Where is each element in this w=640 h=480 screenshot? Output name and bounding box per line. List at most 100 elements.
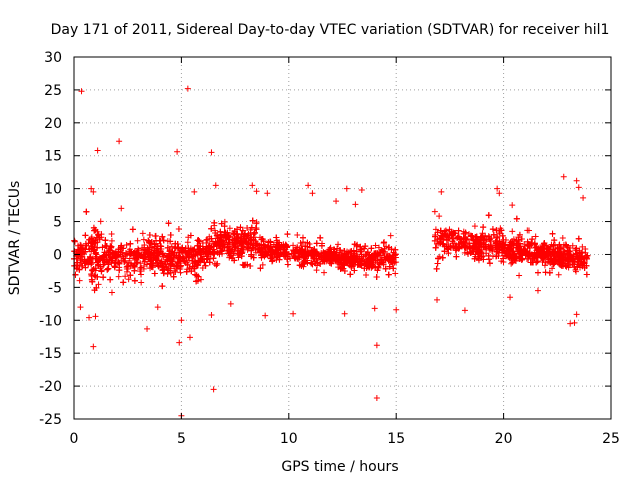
data-point (496, 238, 503, 245)
data-point (438, 188, 445, 195)
data-point (315, 253, 322, 260)
data-point (360, 253, 367, 260)
data-point (108, 231, 115, 238)
data-point (77, 241, 84, 248)
data-point (254, 241, 261, 248)
data-point (546, 246, 553, 253)
data-point (167, 231, 174, 238)
data-point (126, 255, 133, 262)
data-point (335, 241, 342, 248)
data-point (203, 256, 210, 263)
data-point (193, 278, 200, 285)
data-point (513, 215, 520, 222)
data-point (534, 287, 541, 294)
data-point (155, 263, 162, 270)
data-point (244, 244, 251, 251)
data-point (436, 213, 443, 220)
data-point (228, 248, 235, 255)
data-point (89, 278, 96, 285)
data-point (237, 224, 244, 231)
data-point (495, 249, 502, 256)
data-point (231, 228, 238, 235)
data-point (482, 243, 489, 250)
data-point (88, 239, 95, 246)
data-point (276, 239, 283, 246)
data-point (87, 254, 94, 261)
data-point (570, 253, 577, 260)
data-point (343, 258, 350, 265)
data-point (580, 194, 587, 201)
data-point (74, 262, 81, 269)
data-point (206, 240, 213, 247)
data-point (210, 248, 217, 255)
data-point (82, 232, 89, 239)
data-point (123, 266, 130, 273)
data-point (353, 257, 360, 264)
data-point (454, 234, 461, 241)
data-point (97, 218, 104, 225)
data-point (101, 252, 108, 259)
data-point (318, 252, 325, 259)
data-point (79, 253, 86, 260)
data-point (208, 235, 215, 242)
data-point (210, 386, 217, 393)
data-point (262, 312, 269, 319)
data-point (275, 242, 282, 249)
data-point (283, 242, 290, 249)
data-point (358, 186, 365, 193)
data-point (146, 231, 153, 238)
data-point (375, 244, 382, 251)
data-point (195, 273, 202, 280)
data-point (539, 248, 546, 255)
data-point (358, 258, 365, 265)
data-point (208, 312, 215, 319)
data-point (545, 256, 552, 263)
data-point (88, 259, 95, 266)
data-point (199, 239, 206, 246)
data-point (240, 262, 247, 269)
data-point (544, 250, 551, 257)
data-point (234, 252, 241, 259)
data-point (451, 240, 458, 247)
data-point (303, 253, 310, 260)
data-point (165, 220, 172, 227)
data-point (372, 242, 379, 249)
data-point (221, 231, 228, 238)
data-point (129, 262, 136, 269)
data-point (123, 242, 130, 249)
data-point (567, 262, 574, 269)
data-point (116, 138, 123, 145)
data-point (296, 262, 303, 269)
data-point (208, 149, 215, 156)
data-point (442, 227, 449, 234)
data-point (351, 267, 358, 274)
data-point (506, 244, 513, 251)
data-point (157, 260, 164, 267)
data-point (125, 276, 132, 283)
data-point (186, 334, 193, 341)
data-point (515, 243, 522, 250)
data-point (343, 253, 350, 260)
data-point (375, 256, 382, 263)
data-point (284, 231, 291, 238)
data-point (217, 228, 224, 235)
data-point (237, 234, 244, 241)
data-point (334, 245, 341, 252)
data-point (475, 248, 482, 255)
data-point (250, 242, 257, 249)
data-point (169, 248, 176, 255)
data-point (472, 251, 479, 258)
data-point (351, 251, 358, 258)
data-point (190, 247, 197, 254)
data-point (75, 252, 82, 259)
data-point (453, 253, 460, 260)
data-point (221, 240, 228, 247)
data-point (523, 250, 530, 257)
data-point (373, 394, 380, 401)
data-point (337, 265, 344, 272)
data-point (159, 283, 166, 290)
data-point (94, 273, 101, 280)
data-point (159, 250, 166, 257)
data-point (392, 270, 399, 277)
